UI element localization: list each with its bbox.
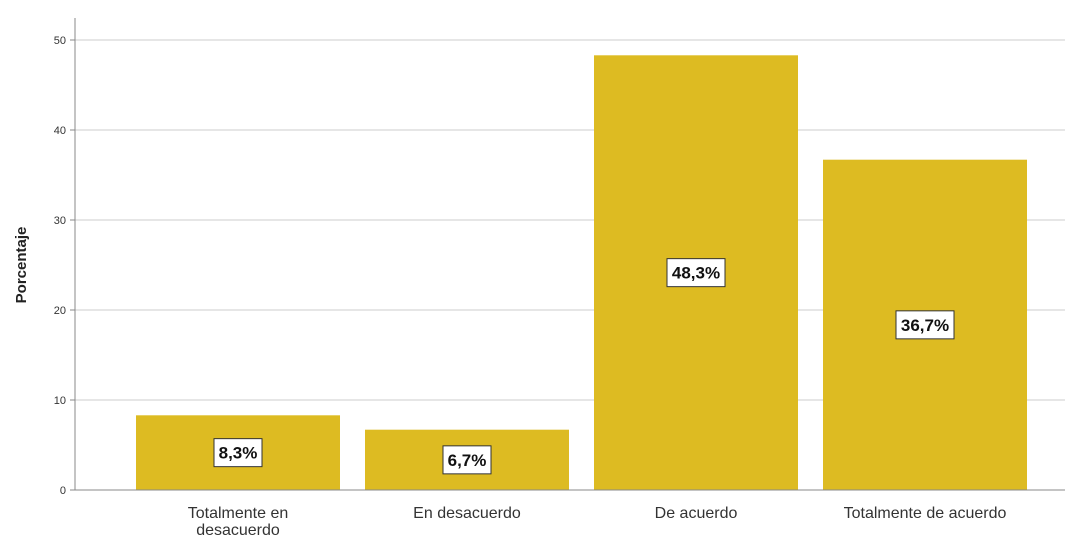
- y-tick-label: 10: [54, 395, 66, 407]
- data-label-box: [442, 445, 492, 475]
- x-category-label: desacuerdo: [196, 522, 280, 539]
- data-label-box: [213, 438, 263, 468]
- y-tick-label: 0: [60, 485, 66, 497]
- data-label-box: [666, 258, 726, 288]
- y-tick-label: 40: [54, 125, 66, 137]
- x-category-label: En desacuerdo: [413, 505, 521, 522]
- bars: [136, 55, 1027, 491]
- x-category-label: De acuerdo: [655, 505, 738, 522]
- y-axis-label: Porcentaje: [13, 227, 30, 304]
- data-label: 36,7%: [901, 316, 949, 335]
- data-label-box: [895, 310, 955, 340]
- y-axis-ticks: 0 10 20 30 40 50: [54, 35, 75, 497]
- data-label: 48,3%: [672, 264, 720, 283]
- data-labels: 8,3% 6,7% 48,3% 36,7%: [213, 258, 955, 475]
- data-label: 6,7%: [448, 451, 487, 470]
- x-category-label: Totalmente en: [188, 505, 289, 522]
- y-tick-label: 50: [54, 35, 66, 47]
- y-tick-label: 20: [54, 305, 66, 317]
- data-label: 8,3%: [219, 444, 258, 463]
- y-tick-label: 30: [54, 215, 66, 227]
- x-category-label: Totalmente de acuerdo: [844, 505, 1007, 522]
